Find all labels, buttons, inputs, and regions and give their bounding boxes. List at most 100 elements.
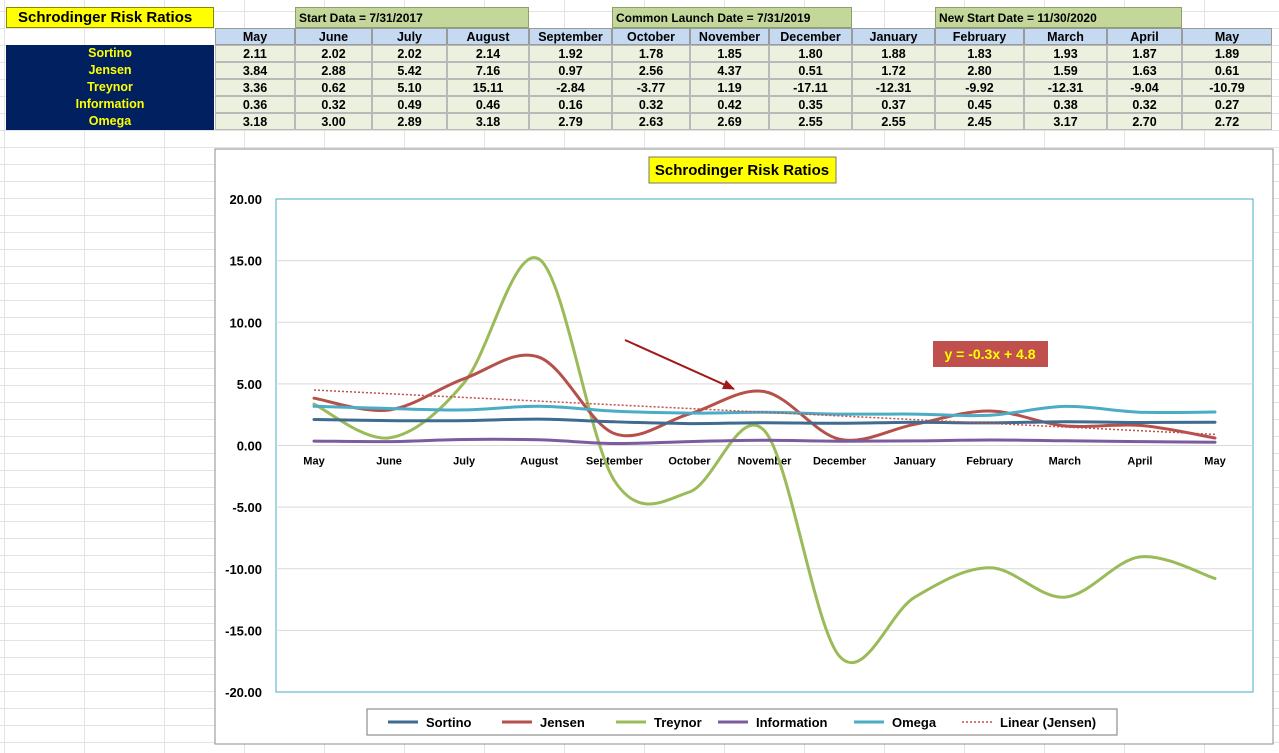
table-cell[interactable]: 5.42: [372, 62, 447, 79]
column-header[interactable]: October: [612, 28, 690, 45]
column-header[interactable]: July: [372, 28, 447, 45]
row-label-jensen[interactable]: Jensen: [6, 62, 214, 79]
table-cell[interactable]: -12.31: [1024, 79, 1107, 96]
table-cell[interactable]: 2.11: [215, 45, 295, 62]
table-cell[interactable]: 3.18: [215, 113, 295, 130]
table-cell[interactable]: 2.72: [1182, 113, 1272, 130]
table-cell[interactable]: 1.72: [852, 62, 935, 79]
table-cell[interactable]: 2.88: [295, 62, 372, 79]
column-header[interactable]: February: [935, 28, 1024, 45]
series-line-treynor[interactable]: [312, 256, 1217, 665]
table-cell[interactable]: 1.92: [529, 45, 612, 62]
column-header[interactable]: November: [690, 28, 769, 45]
table-cell[interactable]: 7.16: [447, 62, 529, 79]
y-tick-label: 10.00: [229, 315, 262, 330]
table-cell[interactable]: 2.55: [769, 113, 852, 130]
table-cell[interactable]: 2.80: [935, 62, 1024, 79]
row-label-treynor[interactable]: Treynor: [6, 79, 214, 96]
table-cell[interactable]: 0.36: [215, 96, 295, 113]
annotation-arrow: [624, 339, 735, 390]
table-cell[interactable]: 3.00: [295, 113, 372, 130]
table-cell[interactable]: -2.84: [529, 79, 612, 96]
column-header[interactable]: January: [852, 28, 935, 45]
row-label-information[interactable]: Information: [6, 96, 214, 113]
column-header[interactable]: June: [295, 28, 372, 45]
table-cell[interactable]: 3.36: [215, 79, 295, 96]
table-cell[interactable]: 1.83: [935, 45, 1024, 62]
column-header[interactable]: August: [447, 28, 529, 45]
table-cell[interactable]: 1.93: [1024, 45, 1107, 62]
table-cell[interactable]: -9.04: [1107, 79, 1182, 96]
table-cell[interactable]: 0.32: [612, 96, 690, 113]
column-header[interactable]: September: [529, 28, 612, 45]
table-cell[interactable]: 2.79: [529, 113, 612, 130]
series-line-omega[interactable]: [312, 404, 1217, 418]
table-cell[interactable]: 2.69: [690, 113, 769, 130]
table-cell[interactable]: 0.51: [769, 62, 852, 79]
table-cell[interactable]: 2.70: [1107, 113, 1182, 130]
table-cell[interactable]: 1.59: [1024, 62, 1107, 79]
y-tick-label: 15.00: [229, 254, 262, 269]
table-cell[interactable]: 0.49: [372, 96, 447, 113]
table-cell[interactable]: 4.37: [690, 62, 769, 79]
column-header[interactable]: April: [1107, 28, 1182, 45]
table-cell[interactable]: 3.18: [447, 113, 529, 130]
column-header[interactable]: March: [1024, 28, 1107, 45]
table-cell[interactable]: 0.61: [1182, 62, 1272, 79]
new-start-date-label[interactable]: New Start Date = 11/30/2020: [935, 7, 1182, 28]
row-label-omega[interactable]: Omega: [6, 113, 214, 130]
table-cell[interactable]: 2.02: [295, 45, 372, 62]
table-cell[interactable]: 0.35: [769, 96, 852, 113]
table-cell[interactable]: 15.11: [447, 79, 529, 96]
x-tick-label: July: [453, 456, 476, 468]
table-cell[interactable]: 3.17: [1024, 113, 1107, 130]
table-cell[interactable]: 0.46: [447, 96, 529, 113]
table-cell[interactable]: 0.97: [529, 62, 612, 79]
table-cell[interactable]: 0.45: [935, 96, 1024, 113]
table-cell[interactable]: 0.62: [295, 79, 372, 96]
table-cell[interactable]: 1.85: [690, 45, 769, 62]
start-date-label[interactable]: Start Data = 7/31/2017: [295, 7, 529, 28]
table-cell[interactable]: 2.14: [447, 45, 529, 62]
table-cell[interactable]: 0.37: [852, 96, 935, 113]
table-cell[interactable]: 2.56: [612, 62, 690, 79]
table-cell[interactable]: 2.89: [372, 113, 447, 130]
table-cell[interactable]: 1.19: [690, 79, 769, 96]
table-cell[interactable]: 1.78: [612, 45, 690, 62]
column-header[interactable]: December: [769, 28, 852, 45]
table-cell[interactable]: 0.27: [1182, 96, 1272, 113]
table-cell[interactable]: 1.80: [769, 45, 852, 62]
table-cell[interactable]: -9.92: [935, 79, 1024, 96]
table-cell[interactable]: 2.63: [612, 113, 690, 130]
table-cell[interactable]: 0.42: [690, 96, 769, 113]
table-cell[interactable]: -10.79: [1182, 79, 1272, 96]
table-cell[interactable]: 1.87: [1107, 45, 1182, 62]
table-cell[interactable]: 0.16: [529, 96, 612, 113]
series-line-jensen[interactable]: [312, 353, 1217, 442]
table-cell[interactable]: 1.88: [852, 45, 935, 62]
table-cell[interactable]: -3.77: [612, 79, 690, 96]
table-cell[interactable]: 0.32: [295, 96, 372, 113]
table-cell[interactable]: 0.38: [1024, 96, 1107, 113]
series-line-sortino[interactable]: [312, 417, 1217, 426]
x-tick-label: October: [668, 456, 711, 468]
table-cell[interactable]: 1.89: [1182, 45, 1272, 62]
y-tick-label: -20.00: [225, 685, 262, 700]
row-label-sortino[interactable]: Sortino: [6, 45, 214, 62]
table-cell[interactable]: 3.84: [215, 62, 295, 79]
table-cell[interactable]: 2.02: [372, 45, 447, 62]
table-cell[interactable]: -12.31: [852, 79, 935, 96]
table-cell[interactable]: -17.11: [769, 79, 852, 96]
table-cell[interactable]: 2.45: [935, 113, 1024, 130]
sheet-title[interactable]: Schrodinger Risk Ratios: [6, 7, 214, 28]
column-header[interactable]: May: [215, 28, 295, 45]
column-header[interactable]: May: [1182, 28, 1272, 45]
series-line-information[interactable]: [312, 437, 1217, 446]
legend-entry-sortino: Sortino: [426, 715, 472, 730]
table-cell[interactable]: 5.10: [372, 79, 447, 96]
common-launch-date-label[interactable]: Common Launch Date = 7/31/2019: [612, 7, 852, 28]
table-cell[interactable]: 1.63: [1107, 62, 1182, 79]
table-cell[interactable]: 2.55: [852, 113, 935, 130]
table-cell[interactable]: 0.32: [1107, 96, 1182, 113]
